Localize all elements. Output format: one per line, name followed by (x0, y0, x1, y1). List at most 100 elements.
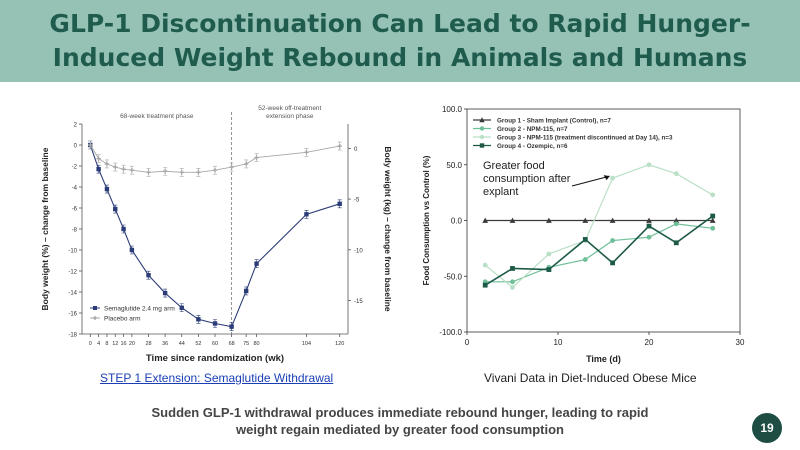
x-tick-label: 104 (302, 341, 311, 347)
summary-text: Sudden GLP-1 withdrawal produces immedia… (151, 405, 649, 437)
food-consumption-chart: 100.0 50.0 0.0 -50.0 -100.00 10 20 30 Group 1 - … (422, 105, 745, 364)
x-tick-label: 4 (97, 341, 100, 347)
x-tick-label: 8 (105, 341, 108, 347)
x-tick-label: 28 (145, 341, 151, 347)
placebo-point (254, 155, 259, 160)
y-tick-label: -10 (68, 249, 77, 255)
npm-115-point (582, 257, 588, 262)
semaglutide-point (162, 290, 168, 296)
extension-phase-label: 52-week off-treatment (258, 105, 321, 112)
semaglutide-point (113, 206, 118, 212)
legend-marker (479, 134, 485, 140)
legend-marker (479, 117, 485, 123)
ozempic-point (610, 260, 615, 266)
x-tick-label: 36 (162, 341, 168, 347)
ozempic-point (510, 266, 515, 271)
annotation-arrow (571, 175, 610, 187)
x-tick-label: 120 (335, 341, 344, 347)
ozempic-point (546, 267, 552, 272)
npm-115-point (646, 234, 652, 240)
placebo-point (243, 161, 249, 167)
ozempic-point (482, 282, 488, 288)
legend-marker (93, 306, 97, 310)
sham-implant-point (546, 217, 552, 223)
semaglutide-point (254, 261, 259, 266)
npm-115-discontinued-point (646, 162, 652, 168)
right-y-axis-label: Body weight (kg) – change from baseline (383, 146, 393, 312)
y-tick-label: -50.0 (444, 272, 463, 281)
y-tick-label: -16 (68, 312, 77, 318)
semaglutide-point (96, 166, 101, 172)
x-tick-label: 60 (212, 341, 218, 347)
sham-implant-point (673, 217, 680, 223)
x-tick-label: 0 (465, 338, 470, 347)
x-tick-label: 80 (254, 341, 260, 347)
placebo-point (129, 168, 135, 173)
legend-npm-115-discontinued: Group 3 - NPM-115 (treatment discontinue… (497, 134, 673, 141)
annotation-text: Greater food (483, 160, 545, 172)
right-y-tick-label: 0 (354, 147, 358, 153)
sham-implant-point (609, 217, 616, 223)
semaglutide-point (304, 212, 309, 217)
page-number-badge: 19 (752, 413, 782, 443)
x-tick-label: 20 (645, 338, 654, 347)
vivani-data-caption: Vivani Data in Diet-Induced Obese Mice (484, 371, 697, 385)
ozempic-point (710, 213, 716, 219)
y-tick-label: -14 (68, 291, 77, 297)
placebo-point (337, 143, 342, 149)
semaglutide-point (146, 273, 151, 278)
y-tick-label: -2 (72, 165, 78, 171)
x-tick-label: 0 (89, 341, 92, 347)
npm-115-point (510, 279, 515, 285)
step1-weight-chart: 20-2-4-6-8-10-12-14-16-180-5-10-150 4 8 12 1… (40, 105, 393, 364)
series-line-semaglutide (89, 144, 340, 328)
x-tick-label: 30 (736, 338, 745, 347)
y-tick-label: 2 (74, 123, 78, 129)
sham-implant-point (646, 217, 652, 223)
y-tick-label: -100.0 (439, 328, 462, 337)
ozempic-point (582, 237, 588, 242)
slide-title: GLP-1 Discontinuation Can Lead to Rapid … (49, 9, 751, 72)
semaglutide-point (179, 305, 184, 310)
semaglutide-point (337, 201, 342, 206)
placebo-point (179, 170, 184, 175)
treatment-phase-label: 68-week treatment phase (120, 113, 194, 120)
right-y-tick-label: -15 (354, 299, 363, 305)
x-tick-label: 52 (195, 341, 201, 347)
npm-115-point (710, 225, 716, 231)
y-tick-label: 100.0 (442, 105, 463, 114)
legend-marker (93, 316, 97, 320)
npm-115-point (673, 221, 679, 227)
y-tick-label: 50.0 (446, 161, 462, 170)
placebo-point (212, 168, 218, 173)
npm-115-discontinued-point (610, 175, 615, 181)
x-axis-label: Time since randomization (wk) (146, 353, 284, 364)
annotation-text: explant (483, 186, 518, 198)
sham-implant-point (582, 217, 589, 223)
series-line-npm-115-discontinued (484, 164, 714, 289)
step1-extension-link[interactable]: STEP 1 Extension: Semaglutide Withdrawal (100, 371, 334, 385)
sham-implant-point (509, 217, 516, 223)
sham-implant-point (482, 217, 489, 223)
npm-115-point (610, 238, 615, 243)
legend-marker (479, 143, 485, 148)
npm-115-discontinued-point (546, 251, 552, 257)
x-tick-label: 20 (129, 341, 135, 347)
left-y-axis-label: Body weight (%) – change from baseline (40, 147, 50, 310)
placebo-point (196, 170, 201, 175)
semaglutide-point (129, 247, 135, 253)
semaglutide-point (121, 226, 126, 232)
semaglutide-point (196, 317, 201, 322)
placebo-point (104, 161, 110, 167)
right-y-tick-label: -5 (354, 198, 360, 204)
legend-semaglutide: Semaglutide 2.4 mg arm (104, 306, 175, 313)
semaglutide-point (229, 324, 234, 329)
legend-marker (479, 126, 485, 131)
annotation-text: consumption after (483, 173, 571, 185)
legend-npm-115: Group 2 - NPM-115, n=7 (497, 126, 568, 133)
semaglutide-point (243, 288, 249, 294)
series-line-ozempic (484, 215, 714, 286)
y-axis-label: Food Consumption vs Control (%) (422, 155, 431, 285)
semaglutide-point (104, 186, 110, 192)
x-tick-label: 75 (243, 341, 249, 347)
